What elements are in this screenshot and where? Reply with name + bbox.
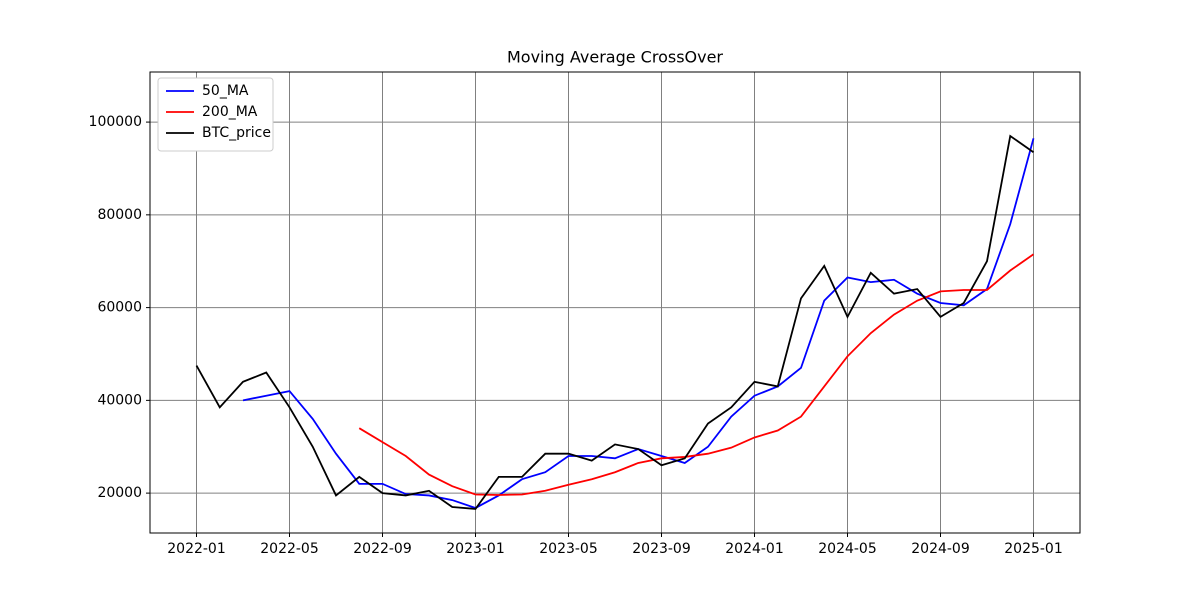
- x-tick-label: 2024-09: [911, 541, 970, 557]
- x-tick-label: 2023-01: [446, 541, 505, 557]
- y-tick-label: 40000: [97, 392, 142, 408]
- x-tick-label: 2023-09: [632, 541, 691, 557]
- x-tick-label: 2025-01: [1004, 541, 1063, 557]
- y-tick-label: 60000: [97, 300, 142, 316]
- y-tick-label: 80000: [97, 207, 142, 223]
- x-tick-label: 2024-01: [725, 541, 784, 557]
- x-tick-label: 2024-05: [818, 541, 877, 557]
- series-line: [358, 253, 1035, 496]
- legend-label: 200_MA: [202, 104, 258, 120]
- plot-frame: [149, 71, 1081, 534]
- legend-label: BTC_price: [202, 125, 271, 141]
- x-tick-label: 2023-05: [539, 541, 598, 557]
- y-tick-label: 20000: [97, 485, 142, 501]
- legend-label: 50_MA: [202, 83, 249, 99]
- y-tick-label: 100000: [89, 114, 142, 130]
- series-line: [242, 138, 1035, 509]
- x-tick-label: 2022-01: [167, 541, 226, 557]
- series-line: [195, 134, 1035, 510]
- legend: 50_MA 200_MA BTC_price: [157, 77, 274, 152]
- chart-title: Moving Average CrossOver: [507, 48, 723, 67]
- x-tick-label: 2022-05: [260, 541, 319, 557]
- x-tick-label: 2022-09: [353, 541, 412, 557]
